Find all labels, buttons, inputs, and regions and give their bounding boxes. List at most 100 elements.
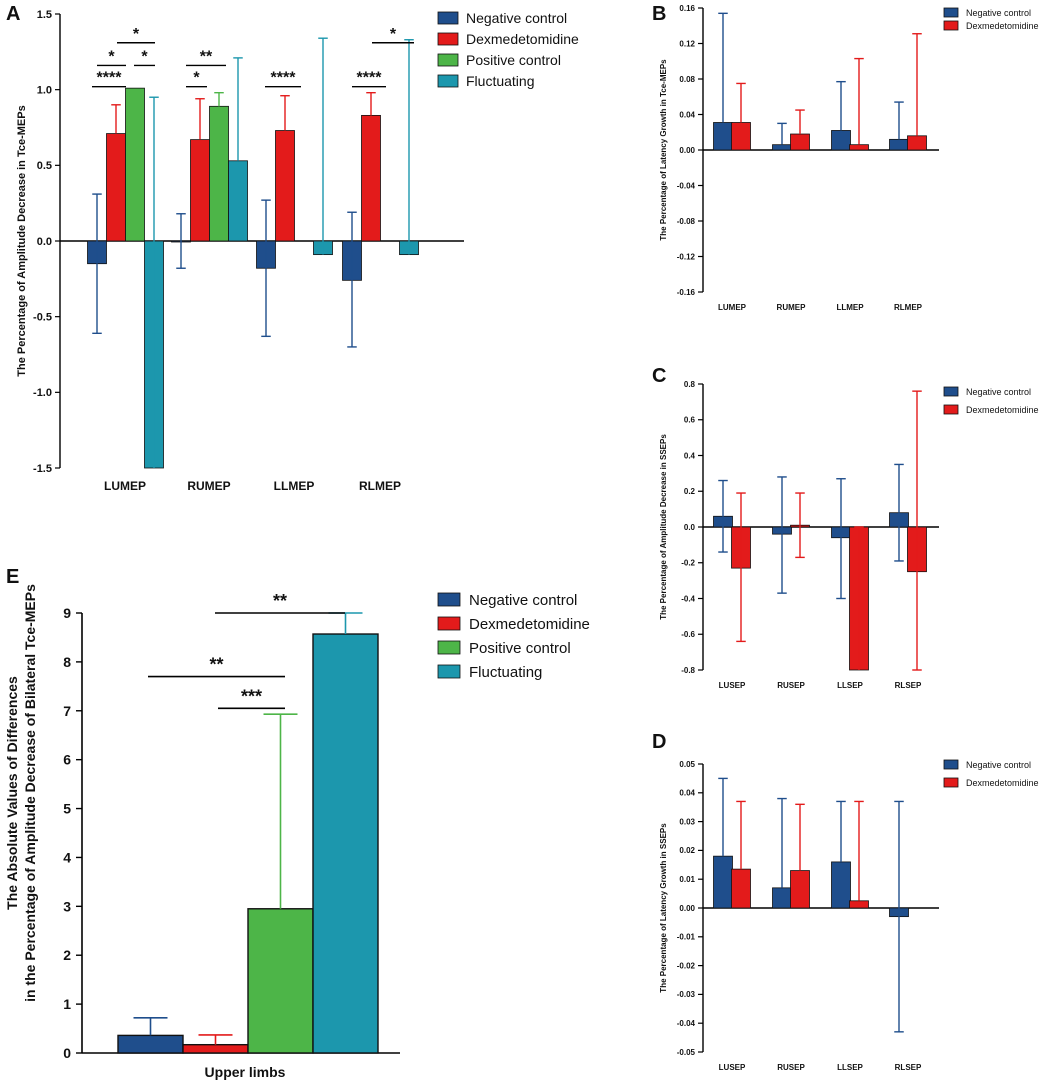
- bar-negative-control: [117, 1034, 184, 1054]
- bar-negative-control: [772, 144, 792, 151]
- y-axis-label-line2: in the Percentage of Amplitude Decrease …: [22, 584, 38, 1002]
- y-tick-label: 0.12: [679, 39, 695, 48]
- legend-label: Positive control: [466, 52, 561, 68]
- y-tick-label: -0.02: [677, 961, 696, 970]
- legend-swatch: [437, 664, 461, 679]
- category-label: RUSEP: [777, 1063, 805, 1072]
- bar-positive-control: [209, 105, 229, 242]
- bar-negative-control: [831, 861, 851, 909]
- bar-dexmedetomidine: [907, 135, 927, 151]
- y-tick-label: 1: [63, 996, 71, 1012]
- bar-negative-control: [889, 138, 909, 151]
- legend-label: Negative control: [466, 10, 567, 26]
- significance-marker: *: [108, 48, 115, 65]
- legend-label: Fluctuating: [466, 73, 534, 89]
- y-tick-label: 5: [63, 801, 71, 817]
- y-axis-label: The Percentage of Latency Growth in SSEP…: [659, 823, 668, 993]
- legend-label: Negative control: [469, 592, 577, 609]
- legend-swatch: [437, 32, 459, 46]
- category-label: RUMEP: [777, 303, 807, 312]
- y-tick-label: 0.00: [679, 904, 695, 913]
- legend-label: Dexmedetomidine: [966, 778, 1039, 788]
- y-tick-label: 2: [63, 947, 71, 963]
- bar-dexmedetomidine: [182, 1043, 249, 1054]
- legend-swatch: [437, 74, 459, 88]
- bar-dexmedetomidine: [849, 900, 869, 909]
- legend-label: Positive control: [469, 640, 571, 657]
- bar-dexmedetomidine: [731, 122, 751, 151]
- y-tick-label: -0.04: [677, 1019, 696, 1028]
- y-tick-label: 7: [63, 703, 71, 719]
- significance-marker: *: [390, 26, 397, 43]
- category-label: RLSEP: [895, 1063, 922, 1072]
- y-tick-label: 0.04: [679, 110, 695, 119]
- legend-swatch: [943, 404, 959, 415]
- legend-label: Dexmedetomidine: [966, 21, 1039, 31]
- y-axis-label: The Percentage of Amplitude Decrease in …: [16, 105, 28, 376]
- bar-positive-control: [125, 87, 145, 242]
- category-label: LLSEP: [837, 681, 863, 690]
- significance-marker: ****: [271, 70, 297, 87]
- panel-A: A -1.5 -1.0 -0.5 0.0 0.5 1.0 1.5 The Percentage …: [6, 3, 579, 493]
- y-tick-label: 4: [63, 849, 71, 865]
- bar-fluctuating: [228, 160, 248, 242]
- y-tick-label: 0.6: [684, 416, 696, 425]
- category-label: RLMEP: [359, 479, 401, 493]
- y-tick-label: -0.12: [677, 252, 696, 261]
- significance-marker: *: [141, 48, 148, 65]
- panel-label-E: E: [6, 566, 19, 588]
- y-tick-label: -0.5: [33, 312, 52, 324]
- y-tick-label: 0.05: [679, 760, 695, 769]
- significance-marker: ****: [357, 70, 383, 87]
- category-label: LUMEP: [104, 479, 146, 493]
- y-tick-label: 1.0: [37, 85, 52, 97]
- y-tick-label: 8: [63, 654, 71, 670]
- significance-marker: *: [133, 26, 140, 43]
- panel-E: E 0 1 2 3 4 5 6 7 8 9 The Absolute Values of Differ…: [4, 566, 590, 1080]
- legend-label: Dexmedetomidine: [469, 616, 590, 633]
- y-tick-label: 0.02: [679, 846, 695, 855]
- legend-swatch: [437, 640, 461, 655]
- bar-negative-control: [831, 130, 851, 151]
- y-tick-label: 0.0: [684, 523, 696, 532]
- legend-swatch: [943, 7, 959, 18]
- bar-dexmedetomidine: [106, 133, 126, 242]
- y-tick-label: -1.0: [33, 387, 52, 399]
- y-tick-label: -0.2: [681, 559, 695, 568]
- legend-swatch: [943, 759, 959, 770]
- y-tick-label: 0.08: [679, 75, 695, 84]
- x-axis-label: Upper limbs: [205, 1064, 286, 1080]
- y-tick-label: -0.16: [677, 288, 696, 297]
- bar-dexmedetomidine: [790, 870, 810, 909]
- legend-swatch: [437, 53, 459, 67]
- category-label: LUSEP: [719, 1063, 746, 1072]
- y-tick-label: -0.01: [677, 933, 696, 942]
- panel-label-B: B: [652, 3, 666, 25]
- y-axis-label-line1: The Absolute Values of Differences: [4, 676, 20, 910]
- significance-marker: ****: [97, 70, 123, 87]
- y-tick-label: -0.4: [681, 594, 695, 603]
- category-label: RLSEP: [895, 681, 922, 690]
- panel-C: C -0.8 -0.6 -0.4 -0.2 0.0 0.2 0.4 0.6 0.8 The Perc…: [652, 365, 1039, 690]
- legend-label: Fluctuating: [469, 664, 542, 681]
- legend-label: Negative control: [966, 8, 1031, 18]
- bar-dexmedetomidine: [731, 868, 751, 909]
- y-tick-label: -0.8: [681, 666, 695, 675]
- category-label: LLMEP: [274, 479, 315, 493]
- panel-label-A: A: [6, 3, 20, 25]
- category-label: LUSEP: [719, 681, 746, 690]
- legend-swatch: [437, 11, 459, 25]
- category-label: RLMEP: [894, 303, 923, 312]
- panel-B: B -0.16 -0.12 -0.08 -0.04 0.00 0.04 0.08 0.12 0.1…: [652, 3, 1039, 312]
- y-tick-label: 3: [63, 898, 71, 914]
- panel-D: D -0.05 -0.04 -0.03 -0.02 -0.01 0.00 0.01 0.02 0.…: [652, 731, 1039, 1072]
- y-tick-label: -0.6: [681, 630, 695, 639]
- bar-negative-control: [713, 122, 733, 151]
- legend-label: Dexmedetomidine: [466, 31, 579, 47]
- bar-fluctuating: [312, 633, 379, 1054]
- y-tick-label: -0.08: [677, 217, 696, 226]
- y-tick-label: -1.5: [33, 463, 52, 475]
- bar-dexmedetomidine: [790, 133, 810, 151]
- category-label: RUMEP: [187, 479, 230, 493]
